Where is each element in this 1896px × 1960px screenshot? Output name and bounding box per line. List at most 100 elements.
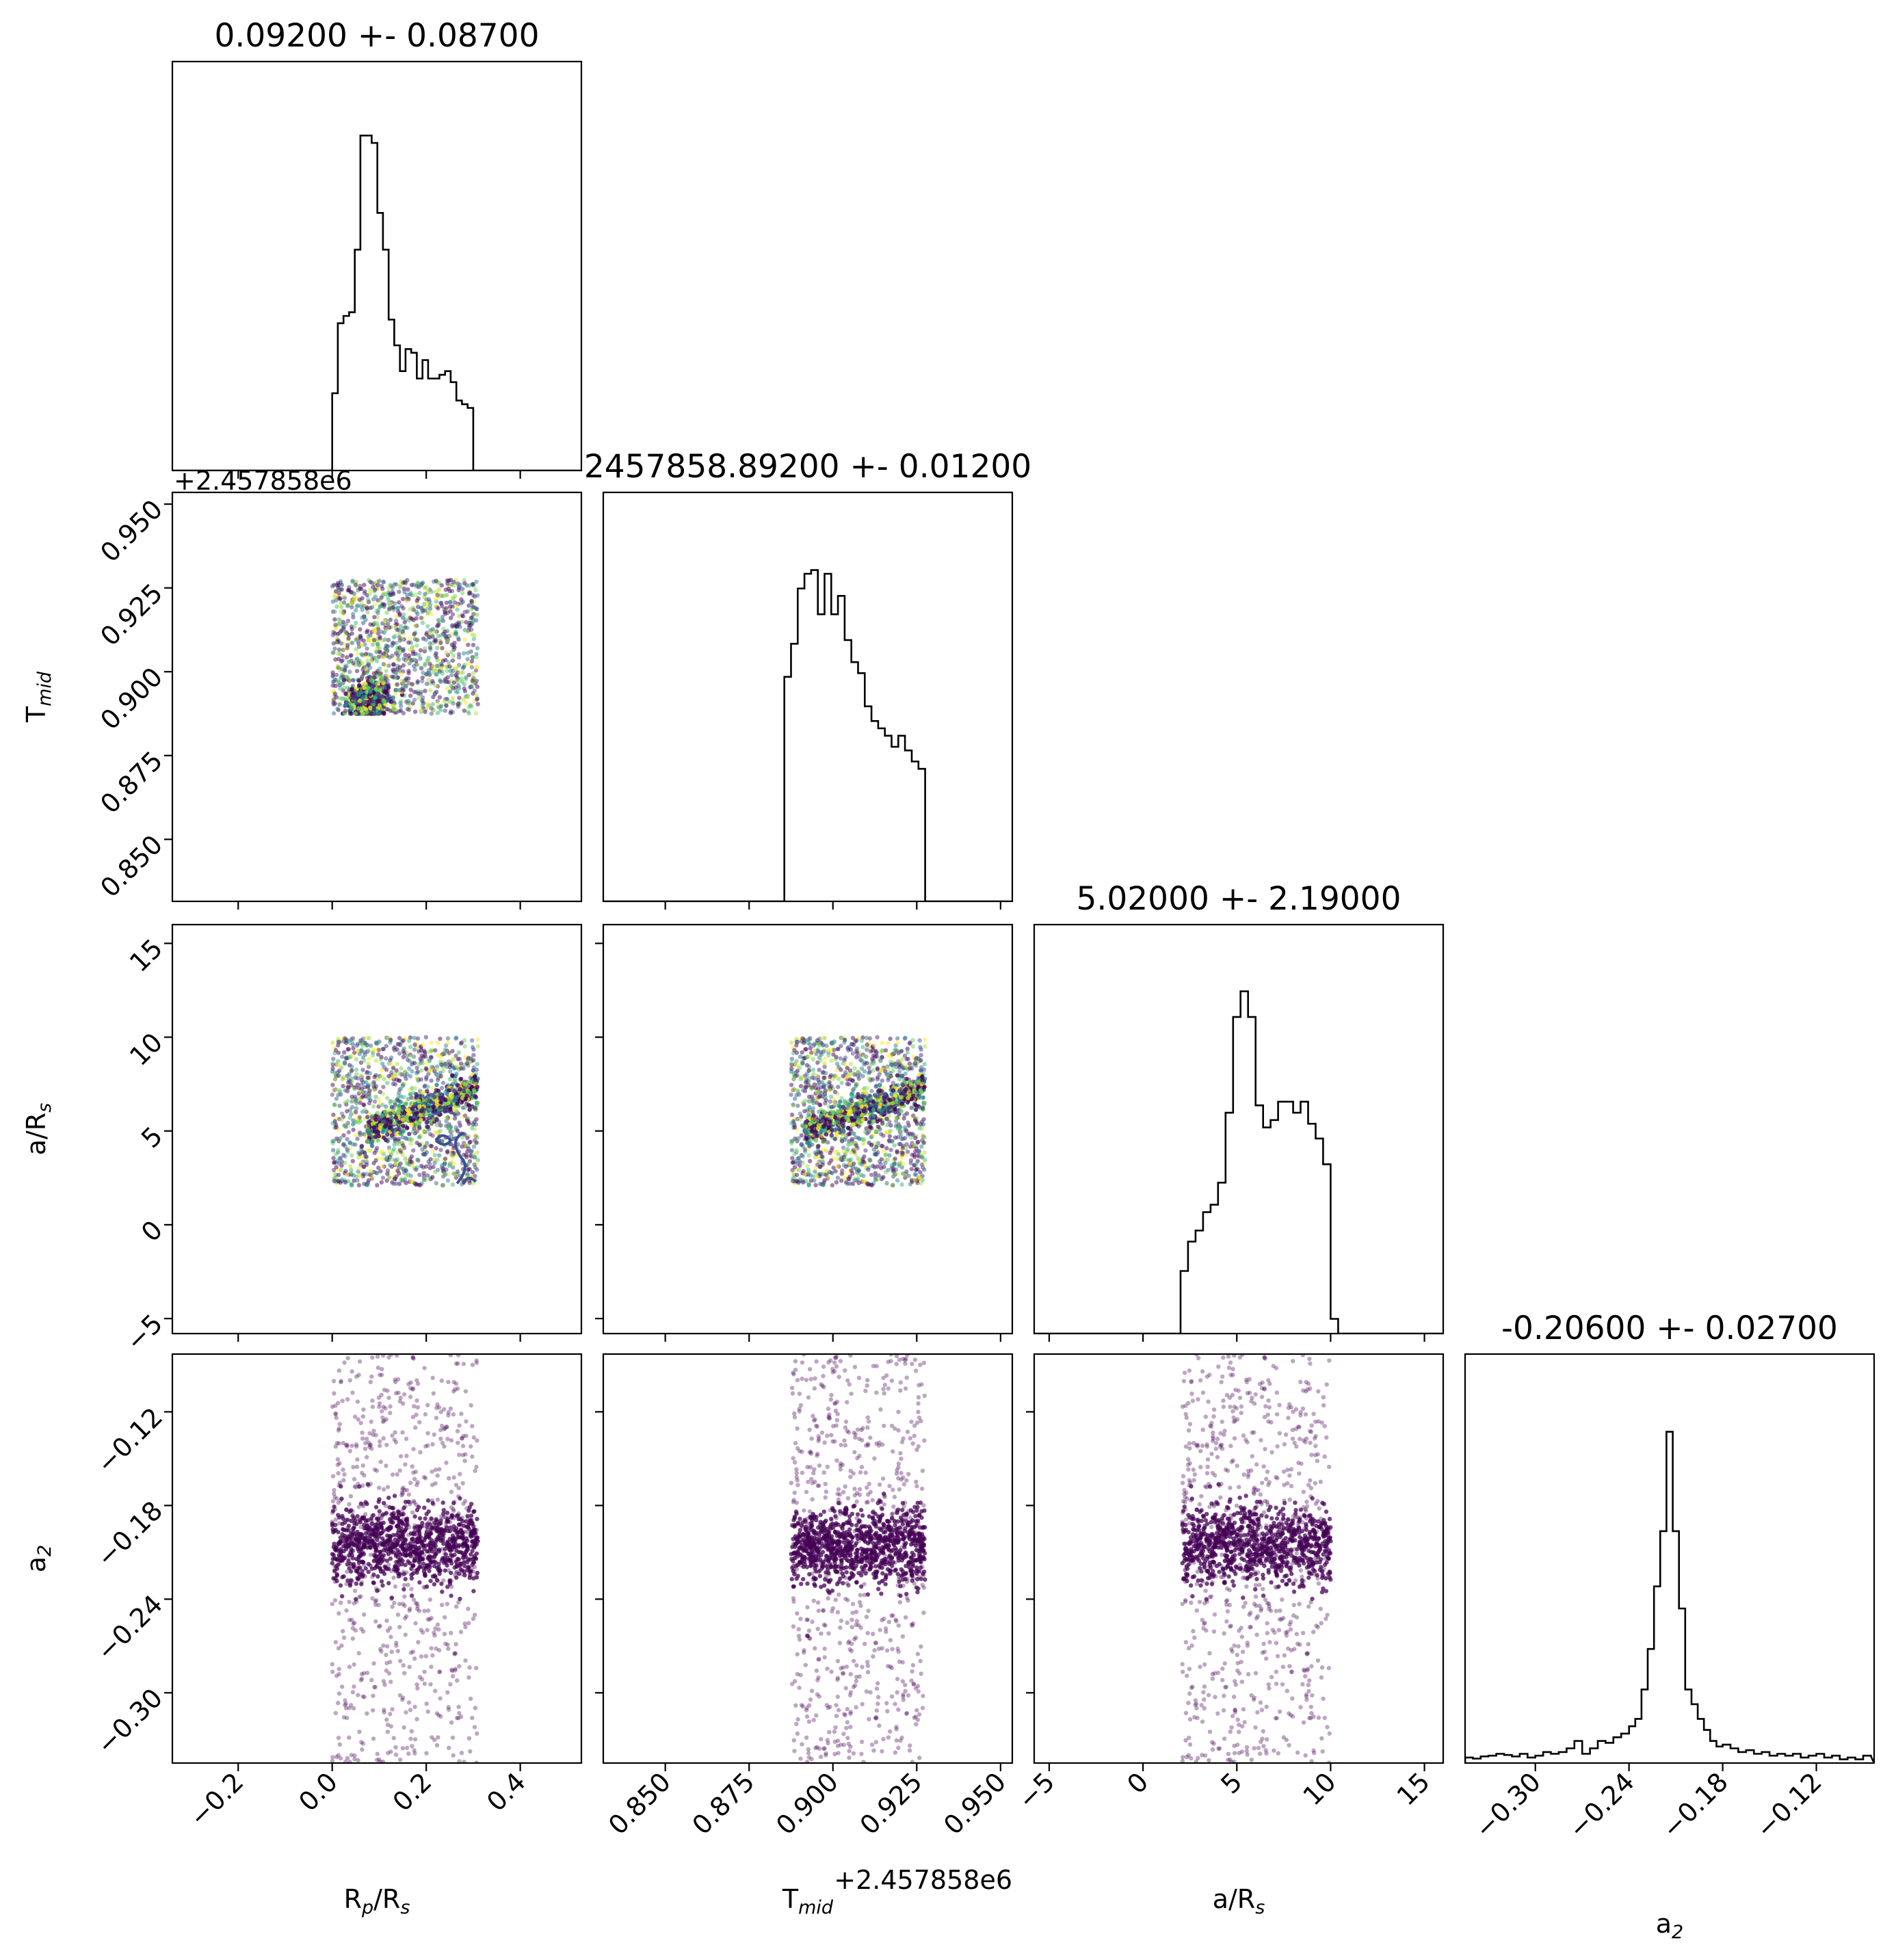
scatter-point bbox=[424, 1150, 430, 1155]
scatter-point bbox=[374, 1170, 380, 1176]
scatter-point bbox=[353, 1075, 358, 1081]
scatter-point bbox=[847, 1174, 853, 1179]
scatter-point bbox=[409, 1122, 414, 1127]
scatter-point bbox=[333, 589, 339, 594]
scatter-point bbox=[353, 583, 358, 587]
scatter-point bbox=[341, 671, 345, 676]
scatter-point bbox=[331, 1167, 337, 1173]
scatter-point bbox=[445, 1178, 450, 1183]
scatter-point bbox=[412, 1102, 417, 1107]
scatter-point bbox=[401, 1143, 406, 1148]
scatter-point bbox=[331, 1156, 336, 1161]
scatter-point bbox=[423, 689, 427, 693]
scatter-point bbox=[847, 1068, 853, 1073]
scatter-point bbox=[390, 1128, 395, 1133]
scatter-point bbox=[401, 612, 406, 617]
scatter-point bbox=[423, 1035, 428, 1039]
scatter-point bbox=[830, 1145, 834, 1150]
scatter-point bbox=[794, 1059, 799, 1063]
scatter-point bbox=[438, 1148, 443, 1152]
scatter-point bbox=[858, 1098, 863, 1103]
scatter-point bbox=[369, 1115, 375, 1120]
scatter-point bbox=[341, 1133, 346, 1138]
scatter-point bbox=[435, 711, 440, 715]
scatter-point bbox=[804, 1078, 809, 1083]
scatter-point bbox=[466, 1161, 471, 1167]
scatter-point bbox=[377, 1097, 382, 1102]
scatter-point bbox=[339, 628, 344, 633]
y-tick-label: 10 bbox=[124, 1027, 168, 1072]
scatter-point bbox=[432, 1161, 437, 1165]
scatter-point bbox=[438, 1104, 443, 1110]
scatter-point bbox=[858, 1057, 863, 1063]
scatter-point bbox=[392, 1121, 397, 1126]
scatter-point bbox=[448, 600, 453, 605]
scatter-point bbox=[810, 1075, 815, 1081]
scatter-point bbox=[469, 1148, 474, 1154]
scatter-point bbox=[421, 1171, 426, 1176]
scatter-point bbox=[868, 1124, 873, 1130]
scatter-point bbox=[351, 615, 356, 620]
scatter-point bbox=[796, 1156, 802, 1161]
scatter-point bbox=[372, 675, 377, 680]
scatter-point bbox=[406, 680, 411, 685]
scatter-point bbox=[346, 636, 351, 641]
scatter-point bbox=[456, 620, 461, 625]
scatter-point bbox=[451, 1128, 456, 1134]
scatter-point bbox=[376, 623, 380, 628]
scatter-point bbox=[443, 678, 447, 683]
scatter-point bbox=[401, 680, 406, 685]
scatter-point bbox=[880, 1121, 885, 1126]
scatter-point bbox=[420, 1147, 425, 1152]
scatter-point bbox=[447, 604, 453, 609]
scatter-point bbox=[835, 1176, 841, 1180]
scatter-point bbox=[360, 707, 365, 713]
scatter-point bbox=[380, 1164, 385, 1169]
scatter-point bbox=[391, 605, 396, 610]
scatter-point bbox=[340, 1055, 345, 1059]
scatter-point bbox=[427, 1113, 432, 1118]
scatter-point bbox=[406, 669, 411, 674]
scatter-point bbox=[919, 1126, 925, 1131]
scatter-point bbox=[434, 1181, 438, 1186]
scatter-point bbox=[393, 618, 399, 623]
scatter-point bbox=[789, 1121, 794, 1126]
scatter-point bbox=[369, 638, 373, 644]
scatter-point bbox=[455, 1169, 460, 1174]
scatter-point bbox=[391, 1147, 396, 1152]
scatter-point bbox=[830, 1182, 835, 1188]
scatter-point bbox=[817, 1090, 821, 1095]
scatter-point bbox=[397, 590, 401, 594]
scatter-point bbox=[447, 699, 452, 704]
scatter-point bbox=[330, 674, 335, 679]
scatter-point bbox=[367, 682, 372, 687]
scatter-point bbox=[376, 691, 381, 697]
scatter-point bbox=[391, 1074, 395, 1080]
scatter-point bbox=[450, 612, 456, 617]
scatter-point bbox=[417, 1135, 422, 1140]
scatter-point bbox=[343, 1040, 349, 1046]
scatter-point bbox=[852, 1086, 857, 1091]
scatter-point bbox=[376, 1138, 380, 1143]
scatter-point bbox=[847, 1161, 852, 1166]
scatter-point bbox=[345, 1120, 350, 1126]
scatter-point bbox=[357, 683, 362, 688]
scatter-point bbox=[867, 1036, 872, 1041]
scatter-point bbox=[852, 1066, 857, 1071]
scatter-point bbox=[340, 1076, 345, 1082]
scatter-point bbox=[380, 1176, 386, 1180]
scatter-point bbox=[451, 1165, 456, 1170]
scatter-point bbox=[341, 674, 346, 679]
scatter-point bbox=[331, 641, 336, 646]
scatter-point bbox=[378, 1117, 382, 1122]
scatter-point bbox=[811, 1057, 816, 1062]
scatter-point bbox=[895, 1083, 900, 1088]
scatter-point bbox=[363, 1090, 368, 1095]
scatter-point bbox=[421, 1042, 425, 1048]
scatter-point bbox=[385, 1096, 390, 1100]
scatter-point bbox=[804, 1131, 809, 1136]
scatter-points bbox=[330, 1035, 480, 1188]
scatter-point bbox=[337, 1161, 342, 1166]
scatter-point bbox=[427, 1132, 433, 1137]
